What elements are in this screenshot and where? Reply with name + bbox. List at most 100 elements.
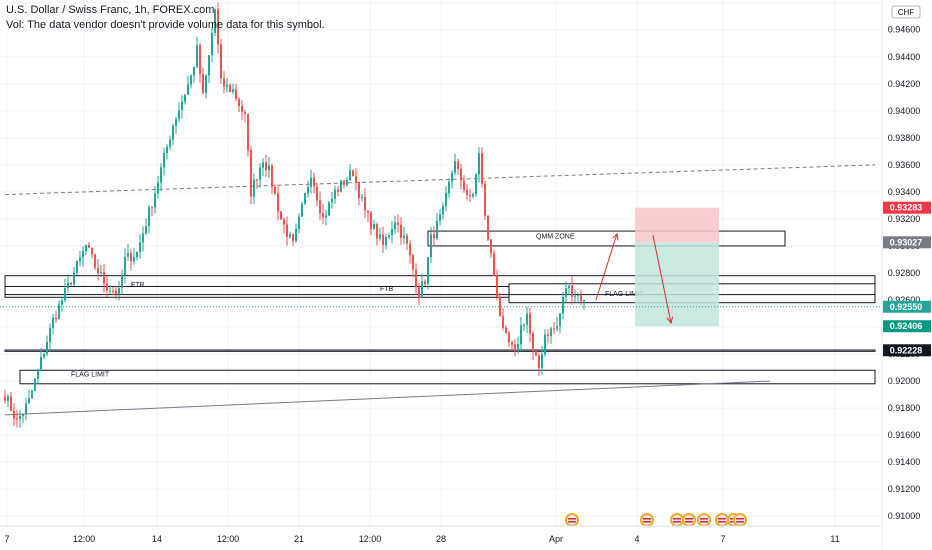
candle bbox=[136, 251, 138, 261]
candle-body bbox=[169, 139, 171, 147]
candle bbox=[271, 163, 273, 194]
candle bbox=[103, 264, 105, 293]
zone-box bbox=[4, 285, 510, 298]
volume-note: Vol: The data vendor doesn't provide vol… bbox=[6, 19, 325, 31]
candle bbox=[412, 253, 414, 278]
price-badge-crosshair: 0.92228 bbox=[883, 344, 931, 357]
projection-arrow bbox=[652, 235, 671, 323]
candle bbox=[22, 413, 24, 424]
candle bbox=[436, 213, 438, 241]
candle bbox=[493, 249, 495, 277]
event-flag-face bbox=[567, 515, 577, 525]
time-tick-label: 12:00 bbox=[359, 534, 382, 544]
candle-body bbox=[109, 290, 111, 292]
currency-badge-text: CHF bbox=[898, 8, 915, 17]
event-flag-face bbox=[717, 515, 727, 525]
candle bbox=[175, 116, 177, 134]
candle-body bbox=[139, 242, 141, 252]
candle-body bbox=[31, 390, 33, 399]
candle bbox=[205, 74, 207, 99]
candle-body bbox=[10, 396, 12, 411]
candle bbox=[541, 345, 543, 375]
candle bbox=[31, 389, 33, 400]
price-tick-label: 0.93200 bbox=[888, 214, 921, 224]
candle bbox=[130, 248, 132, 271]
time-tick-label: 28 bbox=[436, 534, 446, 544]
candle-body bbox=[220, 44, 222, 79]
candle bbox=[49, 323, 51, 352]
candle-body bbox=[583, 300, 585, 302]
candle bbox=[4, 389, 6, 404]
candle bbox=[256, 178, 258, 189]
candle bbox=[514, 338, 516, 357]
price-tick-label: 0.92000 bbox=[888, 376, 921, 386]
candle bbox=[370, 210, 372, 236]
candle-body bbox=[118, 287, 120, 295]
candle bbox=[556, 317, 558, 332]
candle bbox=[265, 154, 267, 177]
candle-body bbox=[46, 342, 48, 354]
candle-body bbox=[235, 89, 237, 100]
candle bbox=[238, 97, 240, 112]
candle-body bbox=[28, 398, 30, 404]
candle bbox=[112, 286, 114, 296]
candle bbox=[181, 95, 183, 119]
candle-body bbox=[328, 202, 330, 216]
candle bbox=[532, 330, 534, 361]
time-tick-label: 7 bbox=[720, 534, 725, 544]
candle-body bbox=[148, 207, 150, 227]
candle-body bbox=[112, 290, 114, 292]
candle-body bbox=[67, 282, 69, 289]
candle-body bbox=[460, 168, 462, 181]
candle-body bbox=[91, 247, 93, 255]
candle-body bbox=[241, 106, 243, 113]
stop-zone bbox=[635, 207, 719, 243]
candle-body bbox=[349, 170, 351, 180]
candle-body bbox=[508, 332, 510, 343]
candle bbox=[277, 184, 279, 221]
candle bbox=[325, 209, 327, 226]
price-tick-label: 0.93600 bbox=[888, 160, 921, 170]
price-tick-label: 0.91800 bbox=[888, 403, 921, 413]
candle bbox=[229, 83, 231, 93]
candle bbox=[280, 210, 282, 221]
candle-body bbox=[358, 181, 360, 198]
candle bbox=[58, 300, 60, 320]
candle bbox=[121, 269, 123, 295]
time-tick-label: 12:00 bbox=[73, 534, 96, 544]
candle-body bbox=[82, 250, 84, 258]
candle-body bbox=[229, 84, 231, 92]
event-flag-icon bbox=[565, 513, 579, 527]
candle-body bbox=[121, 275, 123, 288]
candle-body bbox=[385, 237, 387, 246]
price-badge-box bbox=[883, 236, 931, 249]
candle bbox=[232, 83, 234, 95]
candle-body bbox=[397, 222, 399, 225]
candle bbox=[340, 179, 342, 193]
price-tick-label: 0.94000 bbox=[888, 106, 921, 116]
candle-body bbox=[484, 183, 486, 217]
candle bbox=[142, 226, 144, 252]
candle-body bbox=[184, 94, 186, 102]
candle-body bbox=[529, 313, 531, 334]
candle bbox=[85, 244, 87, 255]
event-flag-icon bbox=[682, 513, 696, 527]
candle bbox=[274, 185, 276, 195]
candle-body bbox=[313, 177, 315, 187]
candle-body bbox=[97, 267, 99, 274]
candle-body bbox=[334, 189, 336, 199]
candle bbox=[442, 202, 444, 220]
price-tick-label: 0.92600 bbox=[888, 295, 921, 305]
candle-body bbox=[487, 216, 489, 240]
candle-body bbox=[517, 344, 519, 349]
candle bbox=[37, 369, 39, 385]
candle bbox=[508, 330, 510, 347]
candle bbox=[427, 256, 429, 290]
price-tick-label: 0.91200 bbox=[888, 484, 921, 494]
candle bbox=[67, 273, 69, 293]
candle-body bbox=[379, 234, 381, 239]
candle-body bbox=[151, 207, 153, 209]
candle bbox=[118, 281, 120, 301]
